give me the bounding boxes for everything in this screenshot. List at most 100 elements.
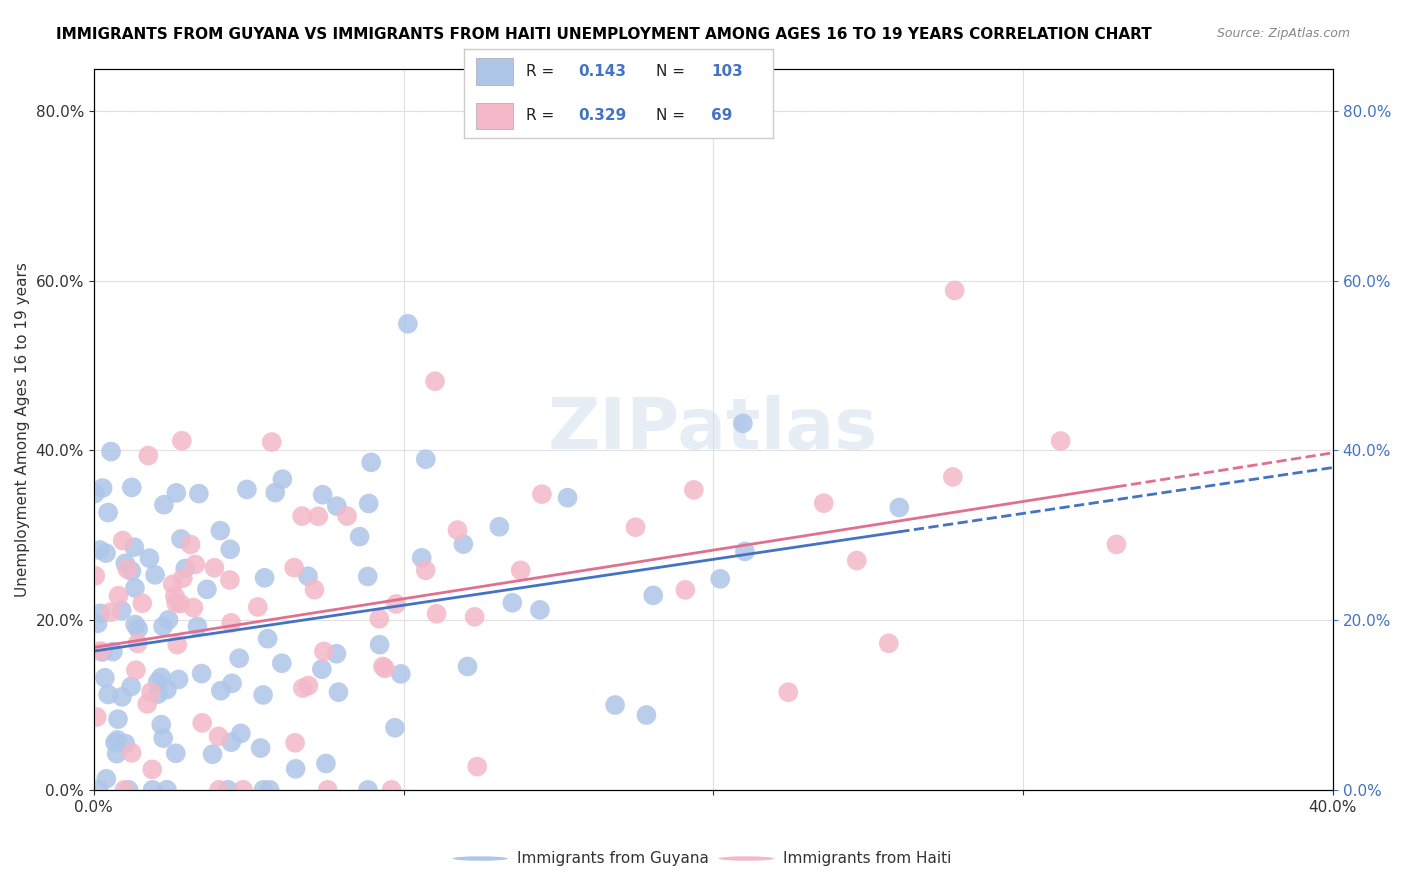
Point — [426, 607, 449, 621]
Point — [150, 670, 173, 684]
Point — [682, 483, 704, 497]
Point — [84, 569, 107, 583]
Point — [349, 530, 371, 544]
Point — [264, 485, 287, 500]
Text: R =: R = — [526, 109, 560, 123]
Point — [96, 772, 118, 786]
Point — [453, 537, 475, 551]
Point — [146, 674, 169, 689]
Point — [146, 687, 169, 701]
Point — [1049, 434, 1071, 448]
Point — [94, 671, 117, 685]
Point — [709, 572, 731, 586]
Point — [153, 498, 176, 512]
Point — [94, 546, 117, 560]
Point — [271, 472, 294, 486]
Point — [180, 537, 202, 551]
Point — [778, 685, 800, 699]
Point — [509, 563, 531, 577]
Circle shape — [453, 856, 508, 861]
Point — [170, 532, 193, 546]
Point — [232, 782, 254, 797]
Point — [446, 523, 468, 537]
Point — [943, 284, 966, 298]
Point — [111, 603, 134, 617]
Text: N =: N = — [655, 64, 689, 78]
Point — [87, 782, 110, 797]
Point — [195, 582, 218, 597]
Point — [127, 622, 149, 636]
Point — [311, 662, 333, 676]
Point — [142, 782, 165, 797]
FancyBboxPatch shape — [477, 103, 513, 129]
Point — [117, 782, 139, 797]
Text: Immigrants from Guyana: Immigrants from Guyana — [517, 851, 709, 866]
Point — [107, 733, 129, 747]
Point — [529, 603, 551, 617]
Point — [304, 582, 326, 597]
Point — [246, 599, 269, 614]
Point — [357, 569, 380, 583]
Circle shape — [718, 856, 775, 861]
Point — [734, 544, 756, 558]
Text: N =: N = — [655, 109, 689, 123]
Point — [252, 782, 274, 797]
Point — [172, 571, 194, 585]
Point — [162, 577, 184, 591]
Point — [643, 588, 665, 602]
Point — [90, 644, 112, 658]
Point — [368, 612, 391, 626]
Point — [165, 486, 187, 500]
Point — [104, 735, 127, 749]
Point — [297, 569, 319, 583]
Point — [143, 567, 166, 582]
Point — [415, 563, 437, 577]
Point — [411, 550, 433, 565]
Point — [163, 589, 186, 603]
Point — [127, 636, 149, 650]
Point — [557, 491, 579, 505]
Y-axis label: Unemployment Among Ages 16 to 19 years: Unemployment Among Ages 16 to 19 years — [15, 261, 30, 597]
Point — [673, 582, 696, 597]
Point — [207, 730, 229, 744]
Point — [156, 782, 179, 797]
Point — [291, 509, 314, 524]
Point — [942, 470, 965, 484]
Point — [385, 597, 408, 611]
Point — [889, 500, 911, 515]
Point — [270, 657, 292, 671]
Point — [86, 616, 108, 631]
Point — [125, 663, 148, 677]
Point — [100, 444, 122, 458]
Point — [138, 551, 160, 566]
Point — [166, 638, 188, 652]
Point — [111, 690, 134, 704]
Point — [488, 520, 510, 534]
Point — [89, 543, 111, 558]
Point — [91, 481, 114, 495]
Point — [221, 676, 243, 690]
Text: 0.143: 0.143 — [578, 64, 627, 78]
Point — [136, 449, 159, 463]
Point — [357, 782, 380, 797]
Point — [252, 688, 274, 702]
Point — [384, 721, 406, 735]
Point — [114, 557, 136, 571]
Point — [229, 726, 252, 740]
Point — [423, 374, 446, 388]
Text: 69: 69 — [711, 109, 733, 123]
Point — [624, 520, 647, 534]
Point — [107, 589, 129, 603]
Point — [121, 746, 143, 760]
Point — [336, 509, 359, 524]
Point — [283, 560, 305, 574]
Point — [97, 688, 120, 702]
Point — [603, 698, 626, 712]
Point — [253, 571, 276, 585]
Point — [167, 673, 190, 687]
Point — [165, 746, 187, 760]
Point — [307, 509, 329, 524]
Point — [389, 667, 412, 681]
Point — [217, 782, 239, 797]
Point — [91, 645, 114, 659]
